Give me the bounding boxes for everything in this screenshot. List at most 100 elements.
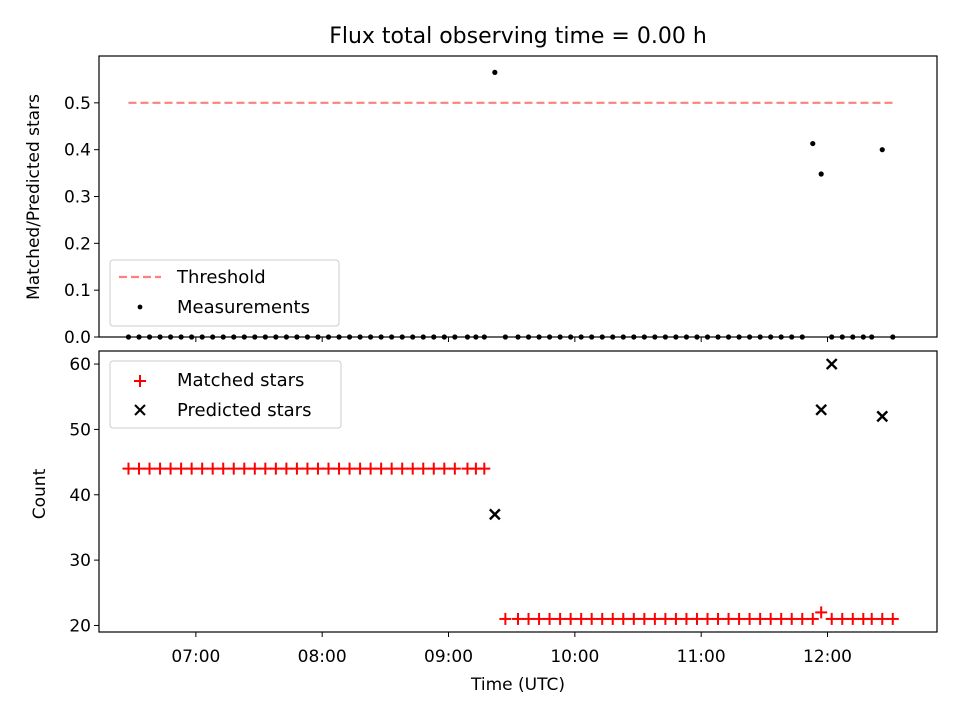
matched-star-point	[825, 612, 838, 625]
matched-star-point	[499, 612, 512, 625]
matched-star-point	[175, 462, 188, 475]
matched-star-point	[438, 462, 451, 475]
matched-star-point	[754, 612, 767, 625]
matched-star-point	[785, 612, 798, 625]
matched-star-point	[354, 462, 367, 475]
count-panel: 20 30 40 50 60 07:00 08:00 09:00 10:00 11:00 12:0…	[30, 350, 938, 695]
count-ytick-label: 30	[69, 551, 91, 571]
count-x-axis: 07:00 08:00 09:00 10:00 11:00 12:00	[171, 632, 852, 667]
matched-star-point	[606, 612, 619, 625]
matched-star-point	[217, 462, 230, 475]
measurements-legend-swatch	[137, 304, 143, 310]
matched-star-point	[743, 612, 756, 625]
matched-star-point	[659, 612, 672, 625]
matched-star-point	[680, 612, 693, 625]
matched-star-point	[333, 462, 346, 475]
matched-star-point	[396, 462, 409, 475]
count-ytick-label: 50	[69, 420, 91, 440]
matched-star-point	[259, 462, 272, 475]
measurement-point	[879, 147, 885, 153]
matched-legend-swatch	[134, 375, 146, 387]
matched-star-point	[564, 612, 577, 625]
matched-star-point	[206, 462, 219, 475]
matched-star-point	[648, 612, 661, 625]
matched-star-point	[290, 462, 303, 475]
ratio-ytick-label: 0.5	[64, 94, 91, 114]
matched-star-point	[122, 462, 135, 475]
predicted-legend-label: Predicted stars	[177, 400, 311, 421]
ratio-panel: 0.0 0.1 0.2 0.3 0.4 0.5 Matched/Predicted sta…	[24, 55, 938, 348]
matched-star-point	[690, 612, 703, 625]
ratio-ytick-label: 0.1	[64, 281, 91, 301]
matched-star-point	[596, 612, 609, 625]
predicted-star-point	[488, 508, 501, 521]
matched-star-point	[417, 462, 430, 475]
predicted-legend-swatch	[134, 404, 146, 416]
measurement-point	[818, 171, 824, 177]
matched-star-point	[733, 612, 746, 625]
ratio-ytick-label: 0.2	[64, 234, 91, 254]
count-xtick-label: 08:00	[298, 647, 347, 667]
matched-star-point	[585, 612, 598, 625]
matched-star-point	[865, 612, 878, 625]
measurements-legend-label: Measurements	[177, 297, 310, 318]
matched-star-point	[876, 612, 889, 625]
matched-star-point	[343, 462, 356, 475]
matched-star-point	[185, 462, 198, 475]
matched-star-point	[627, 612, 640, 625]
count-xtick-label: 07:00	[171, 647, 220, 667]
matched-star-point	[701, 612, 714, 625]
matched-star-point	[280, 462, 293, 475]
predicted-star-point	[876, 410, 889, 423]
count-y-axis-label: Count	[30, 468, 50, 519]
count-xtick-label: 10:00	[550, 647, 599, 667]
matched-star-point	[164, 462, 177, 475]
matched-star-point	[722, 612, 735, 625]
count-xtick-label: 11:00	[677, 647, 726, 667]
matched-star-point	[575, 612, 588, 625]
x-axis-label: Time (UTC)	[470, 675, 565, 695]
matched-star-point	[248, 462, 261, 475]
threshold-legend-label: Threshold	[176, 267, 266, 288]
matched-star-point	[796, 612, 809, 625]
matched-star-point	[311, 462, 324, 475]
matched-star-point	[196, 462, 209, 475]
matched-star-point	[322, 462, 335, 475]
count-axes-frame	[98, 350, 938, 633]
matched-star-point	[478, 462, 491, 475]
matched-star-point	[806, 612, 819, 625]
ratio-x-axis	[195, 337, 829, 342]
matched-star-point	[764, 612, 777, 625]
matched-star-point	[554, 612, 567, 625]
ratio-ytick-label: 0.0	[64, 328, 91, 348]
matched-star-point	[836, 612, 849, 625]
count-ytick-label: 20	[69, 616, 91, 636]
matched-star-point	[533, 612, 546, 625]
count-y-axis: 20 30 40 50 60	[69, 355, 99, 636]
matched-star-point	[133, 462, 146, 475]
ratio-legend: Threshold Measurements	[109, 259, 340, 327]
matched-star-point	[406, 462, 419, 475]
matched-star-point	[301, 462, 314, 475]
matched-star-point	[269, 462, 282, 475]
matched-star-point	[364, 462, 377, 475]
ratio-y-axis: 0.0 0.1 0.2 0.3 0.4 0.5	[64, 94, 99, 348]
matched-star-point	[543, 612, 556, 625]
matched-star-point	[227, 462, 240, 475]
measurement-point	[492, 69, 498, 75]
matched-star-point	[448, 462, 461, 475]
matched-star-point	[846, 612, 859, 625]
matched-star-point	[712, 612, 725, 625]
ratio-y-axis-label: Matched/Predicted stars	[24, 94, 44, 300]
count-legend: Matched stars Predicted stars	[109, 360, 342, 429]
chart-title: Flux total observing time = 0.00 h	[329, 24, 707, 49]
matched-star-point	[375, 462, 388, 475]
count-ytick-label: 60	[69, 355, 91, 375]
count-xtick-label: 12:00	[803, 647, 852, 667]
matched-star-point	[669, 612, 682, 625]
matched-legend-label: Matched stars	[177, 370, 304, 391]
measurement-point	[810, 140, 816, 147]
predicted-star-point	[825, 358, 838, 370]
count-ytick-label: 40	[69, 486, 91, 506]
